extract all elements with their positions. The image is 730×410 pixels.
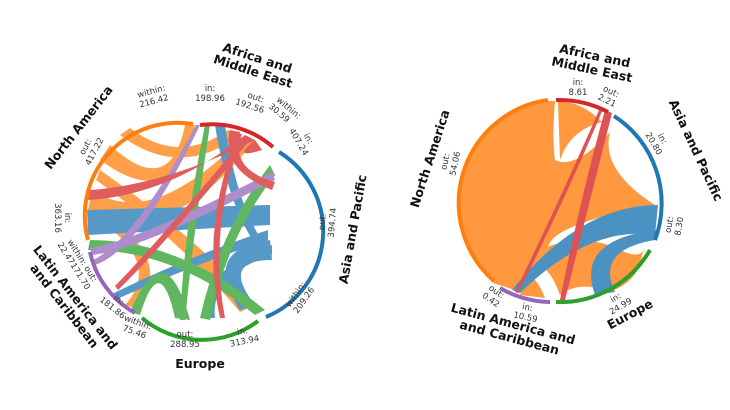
label-asia: Asia and Pacific <box>336 174 370 285</box>
chord-africa-asia <box>228 130 275 190</box>
left-chord-diagram: Africa and Middle East Asia and Pacific … <box>27 39 370 371</box>
chord-africa-latin <box>515 108 603 293</box>
asia-out-key: out: <box>664 216 677 234</box>
latin-in-key: in: <box>521 302 533 314</box>
right-value-labels: in: 8.61 out: 2.21 in: 20.80 out: 8.30 i… <box>439 78 686 325</box>
asia-in-key: in: <box>655 132 669 146</box>
chord-asia-europe <box>591 230 656 295</box>
chord-africa-europe <box>560 110 612 300</box>
chord-africa-latin <box>115 137 250 290</box>
chord-africa-africa <box>244 140 262 154</box>
arc-europe[interactable] <box>555 249 652 305</box>
europe-in-key: in: <box>236 326 248 338</box>
chord-na-na <box>100 125 195 181</box>
north-in-value: 363.16 <box>52 203 62 233</box>
chord-europe-africa <box>180 125 210 320</box>
chord-europe-europe <box>130 272 190 320</box>
africa-in-key: in: <box>205 84 216 94</box>
europe-out-key: out: <box>177 330 194 340</box>
africa-in-key: in: <box>573 78 584 88</box>
right-chords <box>458 101 658 300</box>
arc-latin[interactable] <box>498 286 551 304</box>
asia-out-key: out: <box>317 213 328 231</box>
north-out-key: out: <box>439 152 452 171</box>
chord-asia-latin <box>512 205 658 293</box>
chord-na-africa <box>120 128 240 158</box>
africa-in-value: 198.96 <box>195 94 225 104</box>
arc-africa[interactable] <box>199 122 275 149</box>
arc-latin[interactable] <box>88 251 136 315</box>
label-europe: Europe <box>175 356 225 371</box>
chord-africa-europe <box>213 133 242 318</box>
asia-out-value: 394.74 <box>327 207 340 238</box>
left-chords <box>87 125 275 320</box>
label-asia: Asia and Pacific <box>666 97 726 203</box>
arc-asia[interactable] <box>265 150 326 319</box>
arc-asia[interactable] <box>612 114 664 241</box>
chord-na-asia <box>458 101 655 283</box>
left-arcs <box>82 120 326 342</box>
right-chord-diagram: Africa and Middle East Asia and Pacific … <box>407 41 726 358</box>
right-arcs <box>456 97 664 305</box>
arc-africa[interactable] <box>555 97 609 114</box>
north-out-value: 54.06 <box>448 151 463 177</box>
europe-out-value: 288.95 <box>170 340 200 350</box>
chord-na-africa <box>558 101 602 160</box>
arc-north-america[interactable] <box>82 120 194 241</box>
africa-out-key: out: <box>246 91 265 106</box>
asia-out-value: 8.30 <box>673 216 686 236</box>
north-in-key: in: <box>62 213 72 224</box>
arc-europe[interactable] <box>140 316 260 342</box>
europe-in-key: in: <box>609 291 623 305</box>
asia-in-key: in: <box>301 132 315 146</box>
arc-north-america[interactable] <box>456 98 549 283</box>
africa-in-value: 8.61 <box>569 88 588 98</box>
latin-in-value: 10.59 <box>512 310 538 325</box>
chord-latin-africa <box>93 125 200 265</box>
